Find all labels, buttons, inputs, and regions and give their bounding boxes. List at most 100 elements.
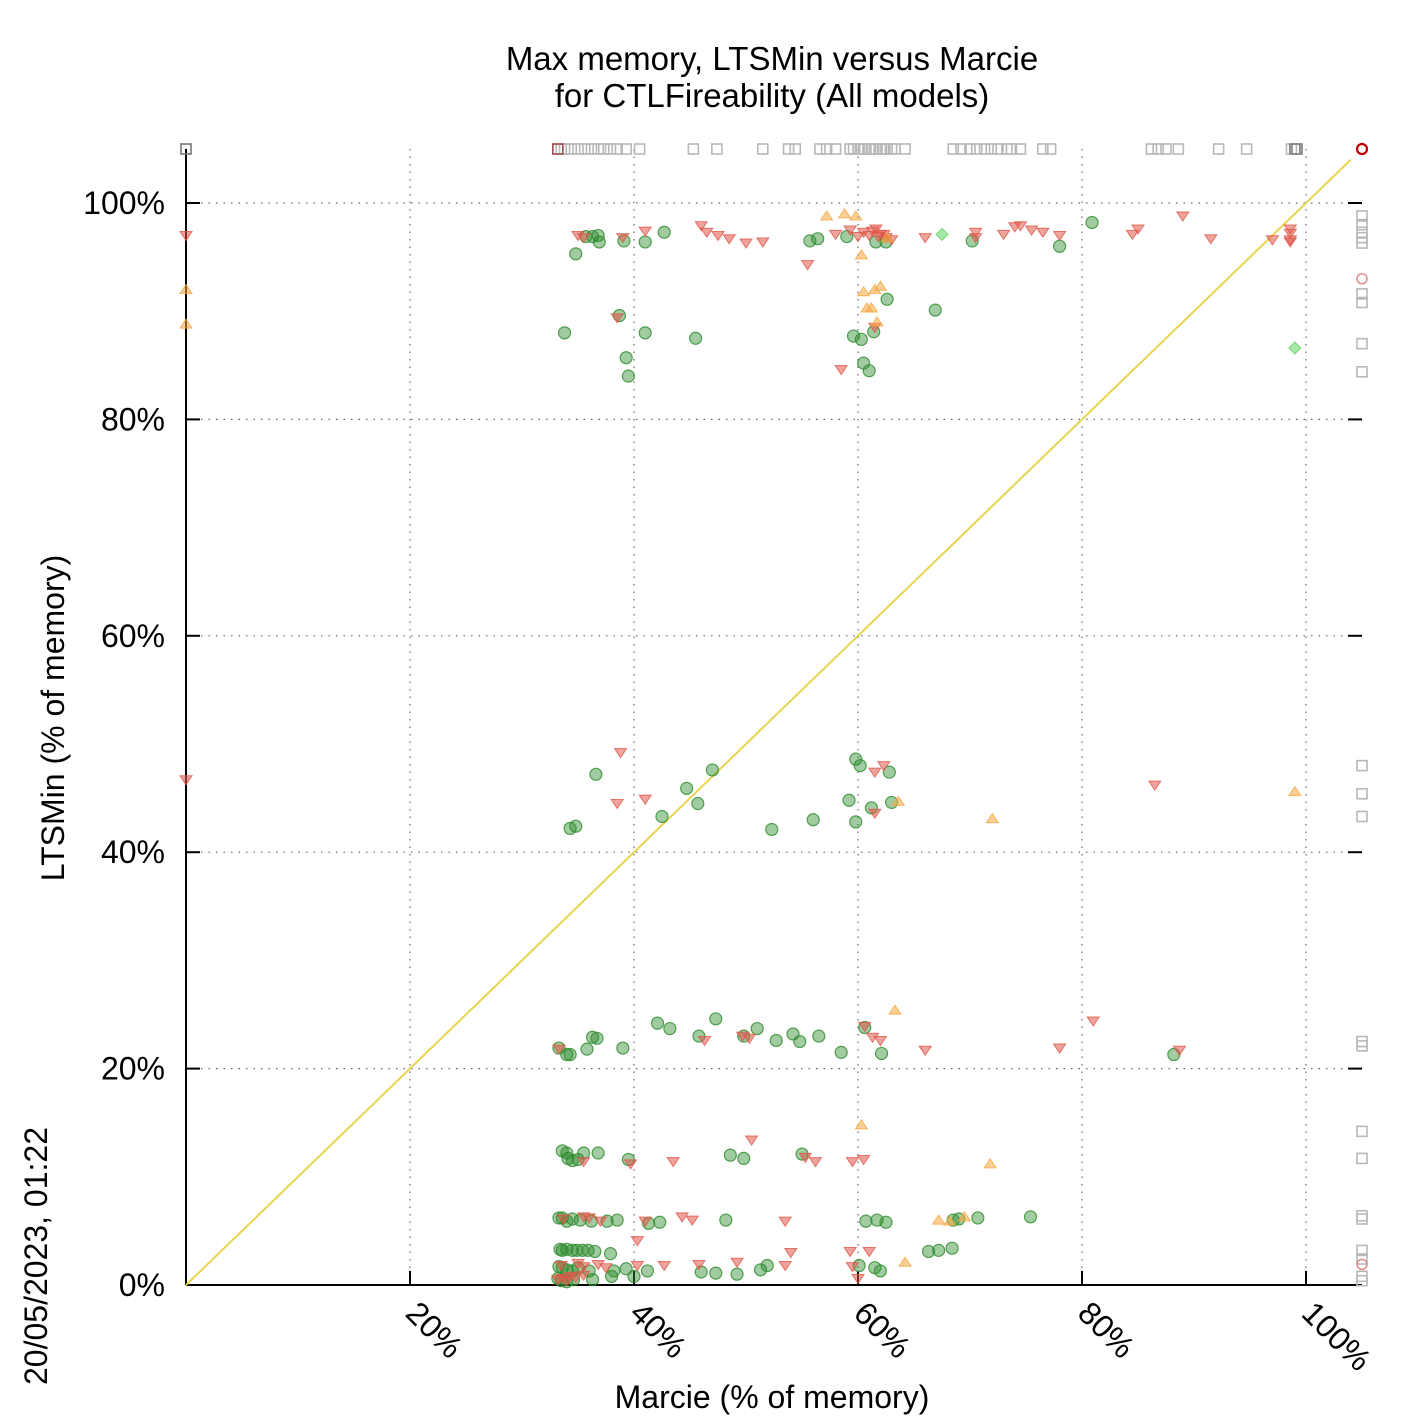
data-point: [638, 794, 653, 806]
edge-square: [1356, 1253, 1368, 1265]
data-point: [845, 1262, 860, 1273]
data-point: [880, 292, 894, 306]
edge-square: [1356, 1125, 1368, 1138]
y-tick-label: 20%: [101, 1051, 165, 1087]
data-point: [806, 813, 820, 827]
data-point: [630, 1261, 645, 1272]
data-point: [603, 1247, 618, 1261]
data-point: [1172, 1045, 1187, 1057]
data-point: [1288, 341, 1302, 355]
edge-square: [1356, 1040, 1368, 1052]
data-points: [179, 207, 1302, 1289]
data-point: [657, 1261, 672, 1272]
edge-square: [558, 143, 571, 155]
edge-square: [970, 143, 983, 155]
tick-labels: 0% 20% 40% 60% 80% 100% 20% 40% 60% 80% 100%: [83, 185, 1378, 1378]
data-point: [811, 232, 825, 246]
edge-square: [1356, 218, 1368, 231]
edge-square: [1014, 143, 1027, 155]
edge-square: [820, 143, 833, 155]
edge-square: [829, 143, 842, 155]
edge-square: [1005, 143, 1018, 155]
data-point: [1283, 228, 1298, 240]
data-point: [615, 233, 630, 244]
edge-square: [604, 143, 617, 155]
data-point: [640, 1264, 655, 1278]
data-point: [737, 1151, 751, 1166]
data-point: [843, 1246, 858, 1258]
edge-square: [611, 143, 624, 155]
x-tick-label: 80%: [1071, 1294, 1142, 1365]
data-point: [592, 235, 606, 249]
data-point: [856, 1154, 871, 1166]
data-point: [616, 1041, 630, 1055]
data-point: [867, 767, 882, 779]
data-point: [666, 1157, 681, 1168]
edge-square: [1356, 210, 1368, 222]
data-point: [722, 234, 737, 245]
data-point: [985, 812, 1000, 824]
edge-square: [814, 143, 826, 155]
data-point: [585, 1030, 600, 1044]
data-point: [576, 1157, 591, 1168]
data-point: [705, 763, 720, 777]
data-point: [599, 1263, 613, 1274]
data-point: [1052, 1043, 1067, 1054]
edge-square: [947, 143, 960, 155]
data-point: [845, 1157, 860, 1168]
edge-square: [1356, 1209, 1368, 1222]
data-point: [783, 1248, 798, 1259]
data-point: [753, 1263, 768, 1277]
data-point: [935, 227, 949, 242]
data-point: [638, 1216, 653, 1228]
data-point: [1175, 211, 1190, 222]
data-point: [828, 229, 843, 241]
edge-square: [964, 143, 976, 155]
data-point: [1125, 229, 1140, 241]
edge-square: [552, 143, 564, 155]
data-point: [711, 230, 725, 242]
data-point: [588, 1244, 602, 1259]
x-tick-label: 20%: [399, 1294, 470, 1365]
edge-square: [1356, 759, 1368, 772]
data-point: [870, 316, 884, 327]
data-point: [857, 1021, 872, 1033]
data-point: [653, 1215, 667, 1229]
edge-square: [899, 143, 911, 155]
data-point: [867, 808, 882, 820]
data-point: [719, 1213, 733, 1227]
data-point: [610, 1213, 624, 1227]
data-point: [879, 1215, 893, 1229]
data-point: [853, 759, 867, 773]
data-point: [862, 364, 876, 378]
data-point: [880, 231, 895, 243]
y-tick-label: 100%: [83, 185, 165, 221]
edge-square: [1356, 296, 1368, 309]
data-point: [778, 1216, 793, 1228]
chart-title: Max memory, LTSMin versus Marcie: [506, 40, 1038, 77]
data-point: [945, 1241, 959, 1255]
data-point: [591, 1146, 605, 1160]
data-point: [730, 1257, 744, 1269]
data-point: [854, 332, 868, 346]
data-point: [854, 1118, 869, 1130]
data-point: [694, 221, 709, 232]
data-point: [179, 318, 193, 329]
grid: [186, 149, 1362, 1285]
data-point: [837, 207, 852, 219]
data-point: [769, 1033, 783, 1048]
edge-square: [555, 143, 568, 155]
edge-square: [1356, 288, 1368, 300]
edge-square: [1152, 143, 1164, 155]
data-point: [851, 232, 865, 243]
data-point: [1035, 227, 1050, 239]
data-point: [864, 302, 879, 313]
diagonal-line: [185, 159, 1352, 1286]
data-point: [552, 1044, 566, 1056]
data-point: [873, 1035, 888, 1047]
data-point: [834, 1045, 848, 1059]
edge-square: [1356, 1244, 1368, 1257]
data-point: [1265, 235, 1280, 246]
data-point: [968, 227, 983, 239]
data-point: [638, 226, 653, 238]
